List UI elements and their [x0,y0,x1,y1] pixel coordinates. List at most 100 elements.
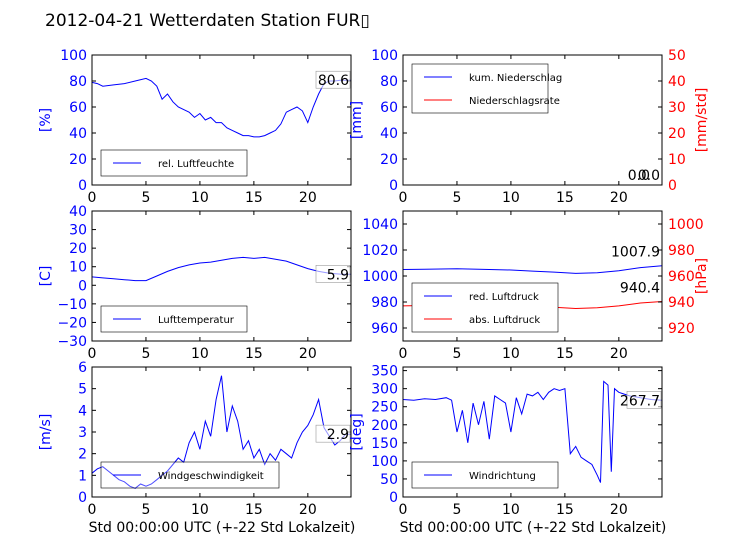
series-line-rel-luftfeuchte [92,77,351,138]
y-tick-label: 0 [389,178,398,194]
value-label: 940.4 [620,280,660,296]
x-tick-label: 0 [399,190,408,206]
x-axis-label-left: Std 00:00:00 UTC (+-22 Std Lokalzeit) [89,520,356,536]
y-right-tick-label: 50 [668,48,686,64]
panel-humidity: 0 5 10 15 20 0 20 40 60 80 100 [%] 80.6 rel. Luftfeuc… [38,48,352,206]
x-tick-label: 10 [502,346,520,362]
y-tick-label: 4 [78,403,87,419]
x-tick-label: 20 [610,190,628,206]
y-tick-label: −20 [57,315,87,331]
value-label-box [626,391,662,409]
y-tick-label: 10 [69,260,87,276]
legend-box [411,461,559,489]
y-tick-label: 60 [380,100,398,116]
y-tick-label: 980 [371,295,398,311]
legend-label: Niederschlagsrate [469,96,560,107]
y-tick-label: −10 [57,297,87,313]
x-axis-label-right: Std 00:00:00 UTC (+-22 Std Lokalzeit) [400,520,667,536]
y-tick-label: 300 [371,382,398,398]
x-tick-label: 0 [88,346,97,362]
value-label: 0.0 [638,168,660,184]
plot-frame [402,54,663,186]
y-right-tick-label: 10 [668,152,686,168]
legend-label: Windgeschwindigkeit [158,471,264,482]
y-tick-label: 0 [78,490,87,506]
value-label: 2.9 [327,427,349,443]
y-tick-label: 6 [78,360,87,376]
value-label: 1007.9 [611,245,660,261]
panel-wind_dir: 0 5 10 15 20050100150200250300350[deg]267.7W… [349,364,663,518]
y-tick-label: 250 [371,400,398,416]
value-label-box [315,70,351,89]
x-tick-label: 10 [191,502,209,518]
y-tick-label: 80 [380,74,398,90]
x-tick-label: 15 [245,502,263,518]
x-tick-label: 20 [299,190,317,206]
legend-box [411,63,549,114]
y-tick-label: 200 [371,418,398,434]
y-right-tick-label: 920 [668,321,695,337]
x-tick-label: 5 [141,502,150,518]
y-right-tick-label: 960 [668,269,695,285]
y-tick-label: 1 [78,468,87,484]
panel-pressure: 0 5 10 15 20 960 980 1000 1020 1040 920 940 960 980 10… [362,210,710,362]
y-tick-label: 3 [78,425,87,441]
x-tick-label: 20 [610,502,628,518]
y-tick-label: 960 [371,321,398,337]
legend-label: kum. Niederschlag [469,73,562,84]
x-tick-label: 20 [299,502,317,518]
value-label-box [315,265,351,283]
y-tick-label: 2 [78,447,87,463]
x-tick-label: 20 [610,346,628,362]
value-label: 80.6 [318,73,349,89]
y-tick-label: 60 [69,100,87,116]
y-tick-label: 40 [69,126,87,142]
value-label: 5.9 [327,267,349,283]
x-tick-label: 15 [556,190,574,206]
panel-wind_speed: 0 5 10 15 20 0 1 2 3 4 5 6 [m/s] 2.9 Windgeschwindigke… [38,360,352,518]
x-tick-label: 15 [556,502,574,518]
y-axis-label: [C] [38,266,54,287]
y-tick-label: 0 [389,490,398,506]
y-axis-label: [deg] [349,413,365,450]
y-tick-label: 40 [69,204,87,220]
y-axis-label: [%] [38,108,54,132]
x-tick-label: 5 [452,190,461,206]
x-tick-label: 0 [399,502,408,518]
series-line-red-luftdruck [403,265,662,274]
y-tick-label: 50 [380,472,398,488]
y-right-tick-label: 40 [668,74,686,90]
legend-label: rel. Luftfeuchte [158,159,234,170]
y-tick-label: 350 [371,364,398,380]
y-right-tick-label: 0 [668,178,677,194]
series-line-lufttemperatur [92,256,351,282]
x-tick-label: 15 [556,346,574,362]
x-tick-label: 10 [502,502,520,518]
x-tick-label: 20 [299,346,317,362]
x-tick-label: 0 [88,190,97,206]
legend-label: Windrichtung [469,471,536,482]
y-tick-label: 20 [69,241,87,257]
y-tick-label: 100 [60,48,87,64]
x-tick-label: 0 [399,346,408,362]
y-axis-label-right: [hPa] [694,258,710,294]
series-line-windrichtung [403,380,662,483]
y-axis-label-right: [mm/std] [694,88,710,153]
y-tick-label: 1040 [362,217,398,233]
y-tick-label: 100 [371,454,398,470]
plot-frame [91,54,352,186]
y-tick-label: 30 [69,223,87,239]
legend-label: red. Luftdruck [469,292,539,303]
y-tick-label: 20 [380,152,398,168]
x-tick-label: 10 [191,190,209,206]
legend-box [411,282,559,333]
x-tick-label: 15 [245,346,263,362]
x-tick-label: 5 [141,346,150,362]
y-right-tick-label: 20 [668,126,686,142]
y-tick-label: 1000 [362,269,398,285]
y-right-tick-label: 1000 [668,217,704,233]
y-axis-label: [mm] [349,101,365,139]
y-tick-label: 80 [69,74,87,90]
panel-temperature: 0 5 10 15 20 −30 −20 −10 0 10 20 30 40 [C] 5.9 Lufttemp… [38,204,352,362]
x-tick-label: 5 [141,190,150,206]
